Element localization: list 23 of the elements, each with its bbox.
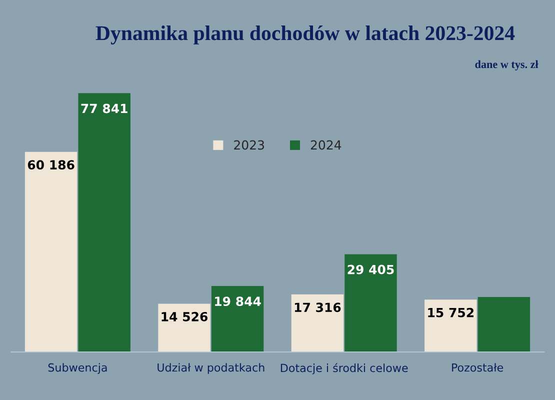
data-label: 17 316 <box>294 302 341 312</box>
bar <box>78 93 130 352</box>
legend-label: 2023 <box>234 140 264 150</box>
x-tick-label: Udział w podatkach <box>158 363 264 374</box>
chart-subtitle: dane w tys. zł <box>475 60 538 70</box>
bar <box>291 294 344 352</box>
x-tick-label: Pozostałe <box>452 363 504 372</box>
data-label: 77 841 <box>81 104 128 114</box>
bar <box>158 304 210 352</box>
data-label: 29 405 <box>348 264 394 274</box>
bar <box>478 296 530 352</box>
bar <box>344 254 397 352</box>
chart-title: Dynamika planu dochodów w latach 2023-2024 <box>96 26 515 44</box>
data-label: 15 752 <box>428 308 474 318</box>
bar <box>24 152 78 352</box>
x-tick-label: Dotacje i środki celowe <box>280 363 408 374</box>
data-label: 60 186 <box>28 160 74 170</box>
data-label: 19 844 <box>215 296 261 306</box>
bar <box>211 286 264 352</box>
legend-label: 2024 <box>310 140 342 150</box>
data-label: 14 526 <box>162 312 208 322</box>
bar <box>424 300 477 352</box>
x-tick-label: Subwencja <box>48 363 107 374</box>
